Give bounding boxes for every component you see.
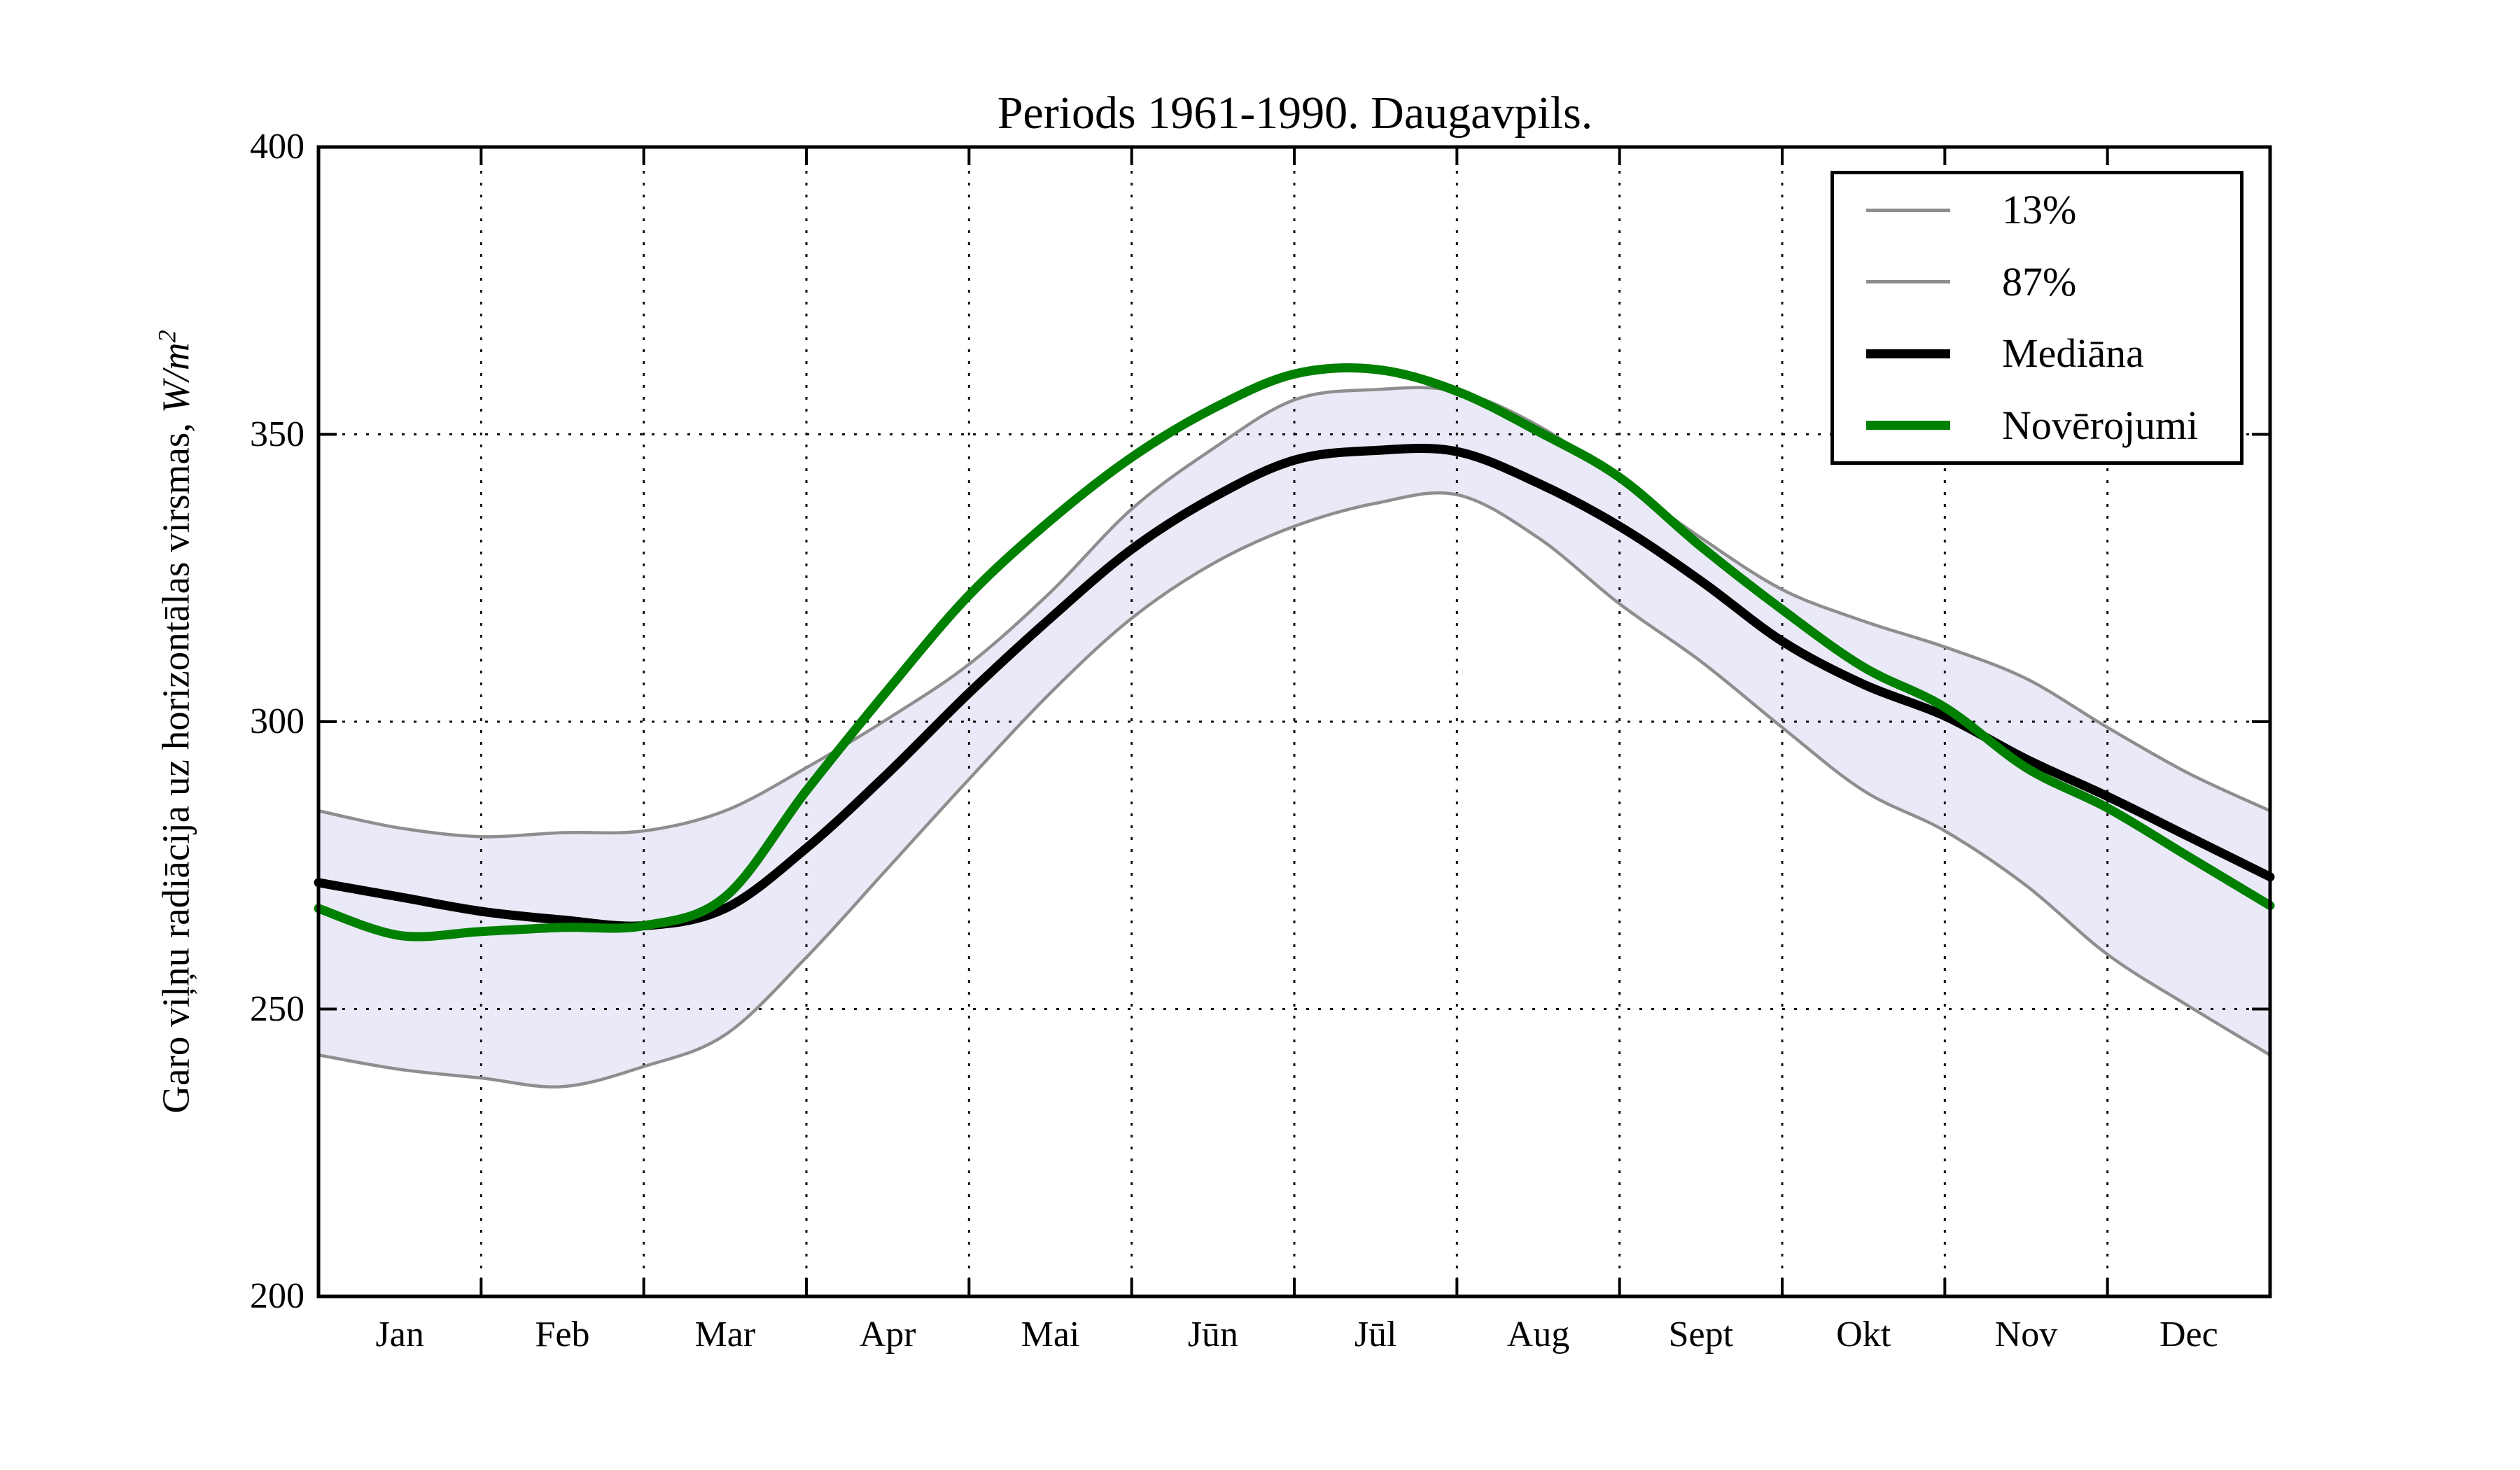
curve-percentile_upper bbox=[316, 386, 2272, 839]
legend-label: 13% bbox=[2002, 187, 2077, 233]
y-tick-label: 350 bbox=[250, 414, 304, 454]
x-tick-label: Sept bbox=[1668, 1315, 1734, 1354]
y-axis-label-unit: W/m bbox=[154, 342, 197, 414]
x-tick-label: Jūl bbox=[1354, 1315, 1397, 1354]
x-tick-label: Feb bbox=[535, 1315, 590, 1354]
legend-line-sample-median bbox=[1866, 349, 1950, 358]
y-tick-label: 400 bbox=[250, 127, 304, 167]
legend-item: Novērojumi bbox=[1834, 402, 2240, 448]
x-tick-label: Mar bbox=[694, 1315, 756, 1354]
curve-percentile_lower bbox=[316, 491, 2272, 1088]
legend-label: 87% bbox=[2002, 258, 2077, 304]
y-axis-label-exponent: 2 bbox=[153, 330, 181, 343]
legend-line-sample-87pct bbox=[1866, 280, 1950, 284]
x-tick-label: Nov bbox=[1994, 1315, 2058, 1354]
legend-item: Mediāna bbox=[1834, 331, 2240, 376]
legend-line-sample-observations bbox=[1866, 421, 1950, 430]
x-tick-label: Jan bbox=[375, 1315, 424, 1354]
x-tick-label: Dec bbox=[2159, 1315, 2218, 1354]
legend: 13% 87% Mediāna Novērojumi bbox=[1830, 171, 2244, 465]
x-tick-label: Okt bbox=[1836, 1315, 1891, 1354]
y-tick-label: 300 bbox=[250, 701, 304, 741]
legend-label: Mediāna bbox=[2002, 330, 2144, 377]
legend-item: 13% bbox=[1834, 188, 2240, 232]
x-tick-label: Aug bbox=[1506, 1315, 1570, 1354]
legend-item: 87% bbox=[1834, 258, 2240, 304]
legend-label: Novērojumi bbox=[2002, 402, 2199, 448]
legend-line-sample-13pct bbox=[1866, 208, 1950, 212]
x-tick-label: Jūn bbox=[1187, 1315, 1238, 1354]
y-tick-label: 200 bbox=[250, 1276, 304, 1316]
x-tick-label: Apr bbox=[859, 1315, 916, 1354]
x-tick-label: Mai bbox=[1021, 1315, 1080, 1354]
curve-observations bbox=[314, 363, 2275, 941]
chart-title: Periods 1961-1990. Daugavpils. bbox=[997, 88, 1593, 139]
percentile-band bbox=[318, 387, 2270, 1087]
y-tick-label: 250 bbox=[250, 988, 304, 1029]
